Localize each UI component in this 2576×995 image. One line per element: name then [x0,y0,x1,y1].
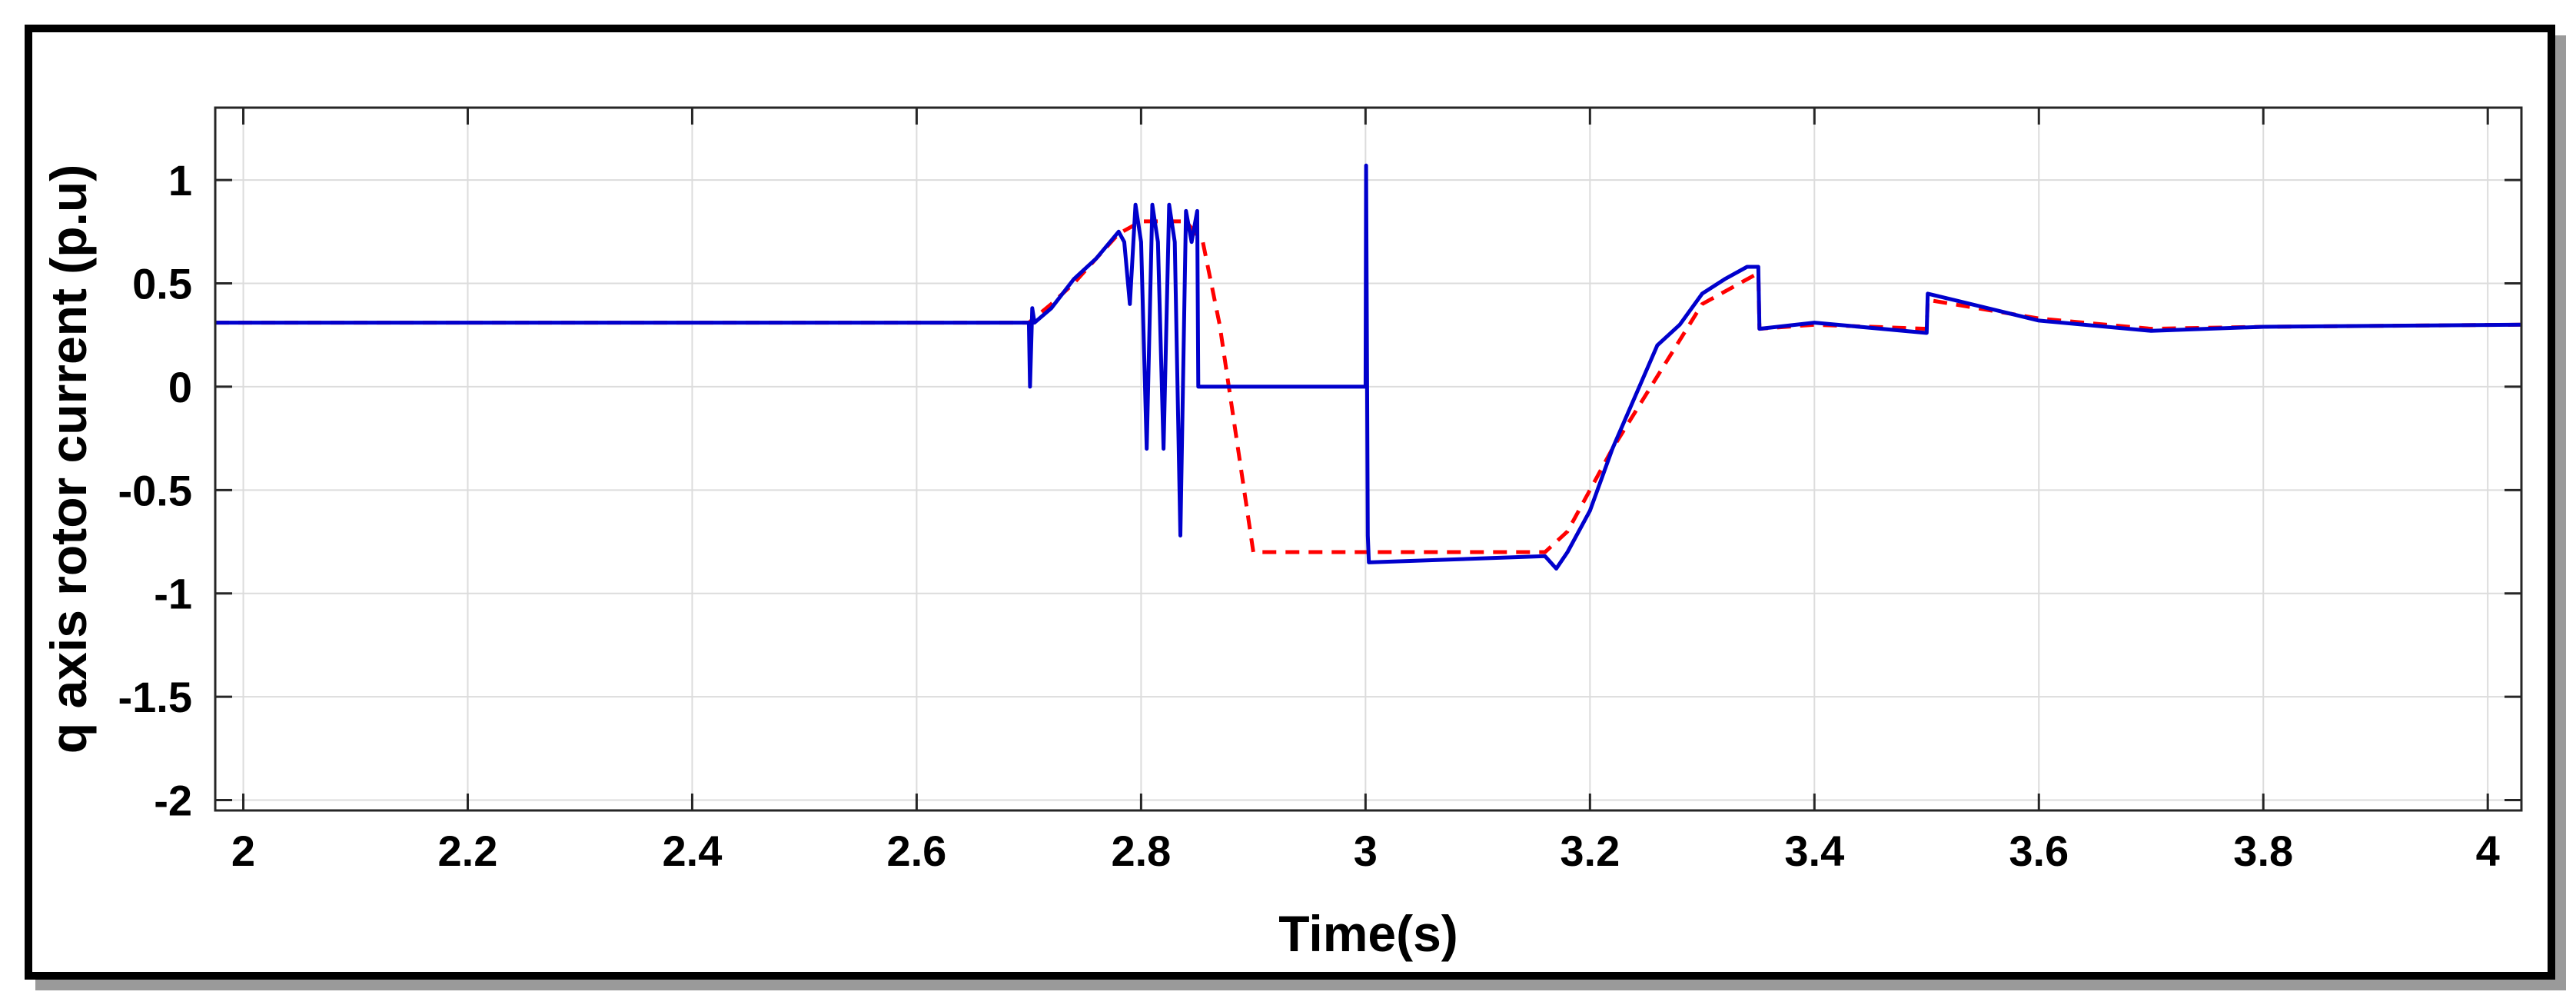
x-tick-label: 4 [2476,827,2500,875]
ticks: 2 2.2 2.4 2.6 2.8 3 3.2 3.4 3.6 3.8 4 1 0.5 0 -0.5 -1 -1… [118,108,2521,875]
y-tick-label: -1.5 [118,673,193,721]
x-tick-label: 3.2 [1560,827,1620,875]
x-tick-label: 2.8 [1111,827,1171,875]
x-tick-label: 2.2 [438,827,498,875]
y-tick-label: -1 [154,570,192,618]
x-tick-label: 3.4 [1784,827,1844,875]
x-tick-label: 3.6 [2009,827,2069,875]
figure-frame: 2 2.2 2.4 2.6 2.8 3 3.2 3.4 3.6 3.8 4 1 0.5 0 -0.5 -1 -1… [25,25,2555,980]
series-line-1 [215,163,2522,571]
x-tick-label: 3 [1354,827,1378,875]
x-tick-label: 2 [231,827,255,875]
x-tick-label: 2.4 [663,827,723,875]
y-tick-label: -0.5 [118,466,193,514]
y-tick-label: -2 [154,777,192,825]
y-tick-label: 0.5 [132,260,192,308]
y-tick-label: 1 [168,156,192,205]
x-axis-title: Time(s) [1278,905,1458,962]
x-tick-label: 3.8 [2233,827,2293,875]
x-tick-label: 2.6 [886,827,946,875]
plot-border [214,106,2523,812]
y-axis-title: q axis rotor current (p.u) [40,165,97,754]
series-group [215,163,2522,571]
y-tick-label: 0 [168,363,192,411]
chart: 2 2.2 2.4 2.6 2.8 3 3.2 3.4 3.6 3.8 4 1 0.5 0 -0.5 -1 -1… [40,106,2523,962]
